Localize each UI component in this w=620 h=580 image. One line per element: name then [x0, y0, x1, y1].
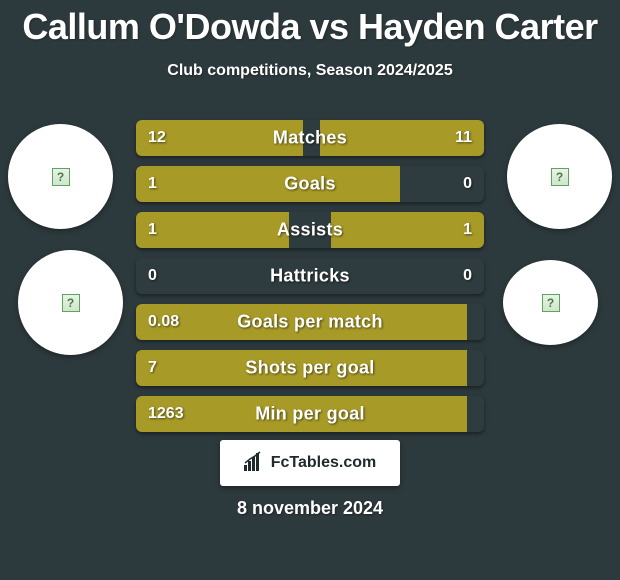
placeholder-icon: ?: [62, 294, 80, 312]
page-title: Callum O'Dowda vs Hayden Carter: [0, 0, 620, 48]
stat-right-value: 0: [463, 267, 472, 285]
stat-right-fill: [331, 212, 484, 248]
bars-icon: [244, 451, 266, 476]
stat-label: Goals per match: [237, 312, 383, 333]
stat-label: Hattricks: [270, 266, 350, 287]
stat-label: Assists: [277, 220, 343, 241]
stat-row-matches: 12 Matches 11: [136, 120, 484, 156]
stat-left-value: 1: [148, 221, 157, 239]
stat-left-fill: [136, 212, 289, 248]
brand-text: FcTables.com: [271, 454, 377, 472]
placeholder-icon: ?: [542, 294, 560, 312]
stat-left-value: 12: [148, 129, 166, 147]
stat-row-assists: 1 Assists 1: [136, 212, 484, 248]
date-text: 8 november 2024: [237, 498, 383, 519]
stat-row-min-per-goal: 1263 Min per goal: [136, 396, 484, 432]
stat-label: Matches: [273, 128, 347, 149]
brand-box: FcTables.com: [220, 440, 400, 486]
player1-avatar: ?: [8, 124, 113, 229]
stat-left-value: 7: [148, 359, 157, 377]
subtitle: Club competitions, Season 2024/2025: [0, 62, 620, 80]
placeholder-icon: ?: [551, 168, 569, 186]
player2-club-avatar: ?: [503, 260, 598, 345]
stat-left-value: 0: [148, 267, 157, 285]
stat-label: Shots per goal: [245, 358, 374, 379]
stat-bars: 12 Matches 11 1 Goals 0 1 Assists 1 0 Ha…: [136, 120, 484, 442]
stat-right-value: 1: [463, 221, 472, 239]
stat-left-value: 1263: [148, 405, 184, 423]
player2-avatar: ?: [507, 124, 612, 229]
player1-club-avatar: ?: [18, 250, 123, 355]
stat-label: Min per goal: [255, 404, 365, 425]
stat-row-hattricks: 0 Hattricks 0: [136, 258, 484, 294]
placeholder-icon: ?: [52, 168, 70, 186]
stat-row-shots-per-goal: 7 Shots per goal: [136, 350, 484, 386]
stat-left-value: 0.08: [148, 313, 179, 331]
stat-left-value: 1: [148, 175, 157, 193]
stat-row-goals-per-match: 0.08 Goals per match: [136, 304, 484, 340]
stat-row-goals: 1 Goals 0: [136, 166, 484, 202]
stat-right-value: 0: [463, 175, 472, 193]
stat-left-fill: [136, 166, 400, 202]
stat-label: Goals: [284, 174, 336, 195]
stat-right-value: 11: [455, 129, 472, 147]
